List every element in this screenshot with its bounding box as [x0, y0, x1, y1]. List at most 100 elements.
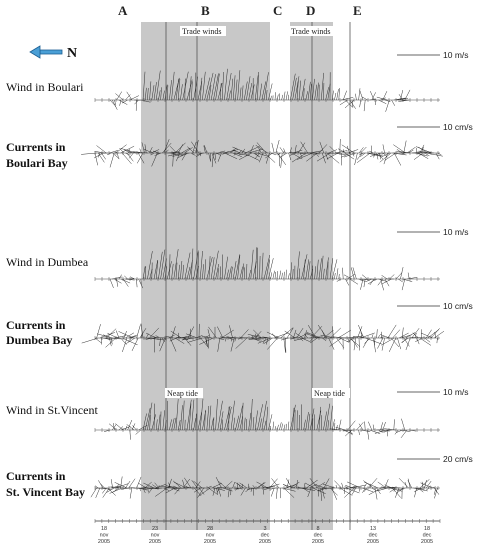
- vector-stick: [398, 94, 403, 101]
- vector-stick: [168, 482, 171, 489]
- vector-stick: [123, 149, 131, 154]
- vector-stick: [106, 328, 117, 339]
- vector-stick: [193, 480, 203, 489]
- vector-stick: [261, 81, 267, 101]
- vector-stick: [346, 487, 360, 494]
- vector-stick: [126, 91, 133, 101]
- date-tick-day: 23: [152, 526, 158, 532]
- vector-stick: [305, 259, 310, 280]
- vector-stick: [191, 141, 200, 154]
- vector-stick: [164, 266, 167, 280]
- vector-stick: [320, 255, 324, 280]
- date-tick-year: 2005: [149, 539, 161, 545]
- vector-stick: [169, 80, 172, 101]
- vector-stick: [216, 487, 218, 495]
- neap-tide-label-2: Neap tide: [314, 389, 345, 398]
- vector-stick: [235, 482, 244, 489]
- vector-stick: [136, 324, 141, 339]
- vector-stick: [384, 479, 389, 489]
- vector-stick: [361, 96, 368, 101]
- vector-stick: [258, 147, 262, 154]
- vector-stick: [303, 419, 306, 431]
- vector-stick: [258, 149, 261, 154]
- vector-stick: [421, 332, 433, 339]
- date-tick-month: dec: [314, 533, 323, 539]
- vector-stick: [110, 479, 113, 489]
- vector-stick: [208, 256, 211, 280]
- vector-stick: [336, 268, 339, 280]
- vector-stick: [204, 77, 211, 101]
- vector-stick: [150, 149, 160, 154]
- vector-stick: [339, 99, 348, 106]
- vector-stick: [171, 326, 176, 339]
- vector-stick: [290, 262, 293, 280]
- date-tick-year: 2005: [259, 539, 271, 545]
- vector-stick: [144, 407, 151, 431]
- vector-stick: [293, 337, 307, 341]
- date-tick-year: 2005: [204, 539, 216, 545]
- vector-stick: [325, 403, 331, 431]
- vector-stick: [281, 94, 284, 101]
- vector-stick: [411, 328, 420, 339]
- vector-stick: [383, 152, 389, 165]
- vector-stick: [290, 73, 296, 101]
- vector-stick: [151, 85, 155, 101]
- vector-stick: [307, 487, 312, 498]
- vector-stick: [364, 421, 366, 431]
- vector-stick: [368, 421, 373, 431]
- vector-stick: [316, 152, 331, 162]
- vector-stick: [309, 337, 318, 344]
- vector-stick: [330, 487, 338, 496]
- vector-stick: [339, 487, 353, 496]
- vector-stick: [171, 71, 175, 101]
- vector-stick: [122, 337, 128, 353]
- vector-stick: [124, 275, 128, 280]
- vector-stick: [436, 337, 438, 344]
- vector-stick: [127, 419, 133, 431]
- vector-stick: [401, 337, 409, 343]
- vector-stick: [81, 152, 97, 155]
- vector-stick: [280, 337, 289, 341]
- vector-stick: [325, 257, 329, 280]
- vector-stick: [247, 333, 264, 339]
- vector-stick: [138, 278, 144, 289]
- vector-stick: [268, 258, 274, 280]
- vector-stick: [180, 260, 183, 280]
- vector-stick: [110, 337, 113, 345]
- vector-stick: [182, 264, 184, 280]
- vector-stick: [268, 414, 273, 431]
- vector-stick: [284, 330, 296, 339]
- vector-stick: [109, 150, 119, 154]
- vector-stick: [402, 278, 413, 282]
- date-tick-month: dec: [261, 533, 270, 539]
- vector-stick: [286, 479, 290, 489]
- vector-stick: [378, 99, 387, 104]
- vector-stick: [336, 278, 342, 282]
- vector-stick: [412, 332, 419, 339]
- vector-stick: [285, 337, 287, 353]
- vector-stick: [301, 254, 308, 280]
- vector-stick: [358, 324, 365, 339]
- vector-stick: [306, 152, 318, 162]
- vector-stick: [237, 70, 241, 101]
- vector-stick: [384, 484, 392, 489]
- vector-stick: [130, 276, 135, 280]
- vector-stick: [368, 478, 378, 489]
- vector-stick: [338, 329, 352, 339]
- vector-stick: [177, 332, 179, 339]
- vector-stick: [96, 145, 107, 154]
- vector-stick: [309, 150, 323, 154]
- vector-stick: [367, 429, 370, 440]
- vector-stick: [109, 278, 114, 288]
- vector-stick: [249, 145, 254, 154]
- vector-stick: [427, 485, 431, 489]
- vector-stick: [221, 329, 234, 339]
- vector-stick: [290, 404, 296, 431]
- vector-stick: [291, 152, 307, 163]
- vector-stick: [109, 152, 115, 168]
- vector-stick: [306, 332, 321, 339]
- vector-stick: [283, 487, 295, 498]
- neap-tide-box-1: [165, 388, 203, 398]
- vector-stick: [364, 337, 371, 344]
- vector-stick: [245, 487, 251, 493]
